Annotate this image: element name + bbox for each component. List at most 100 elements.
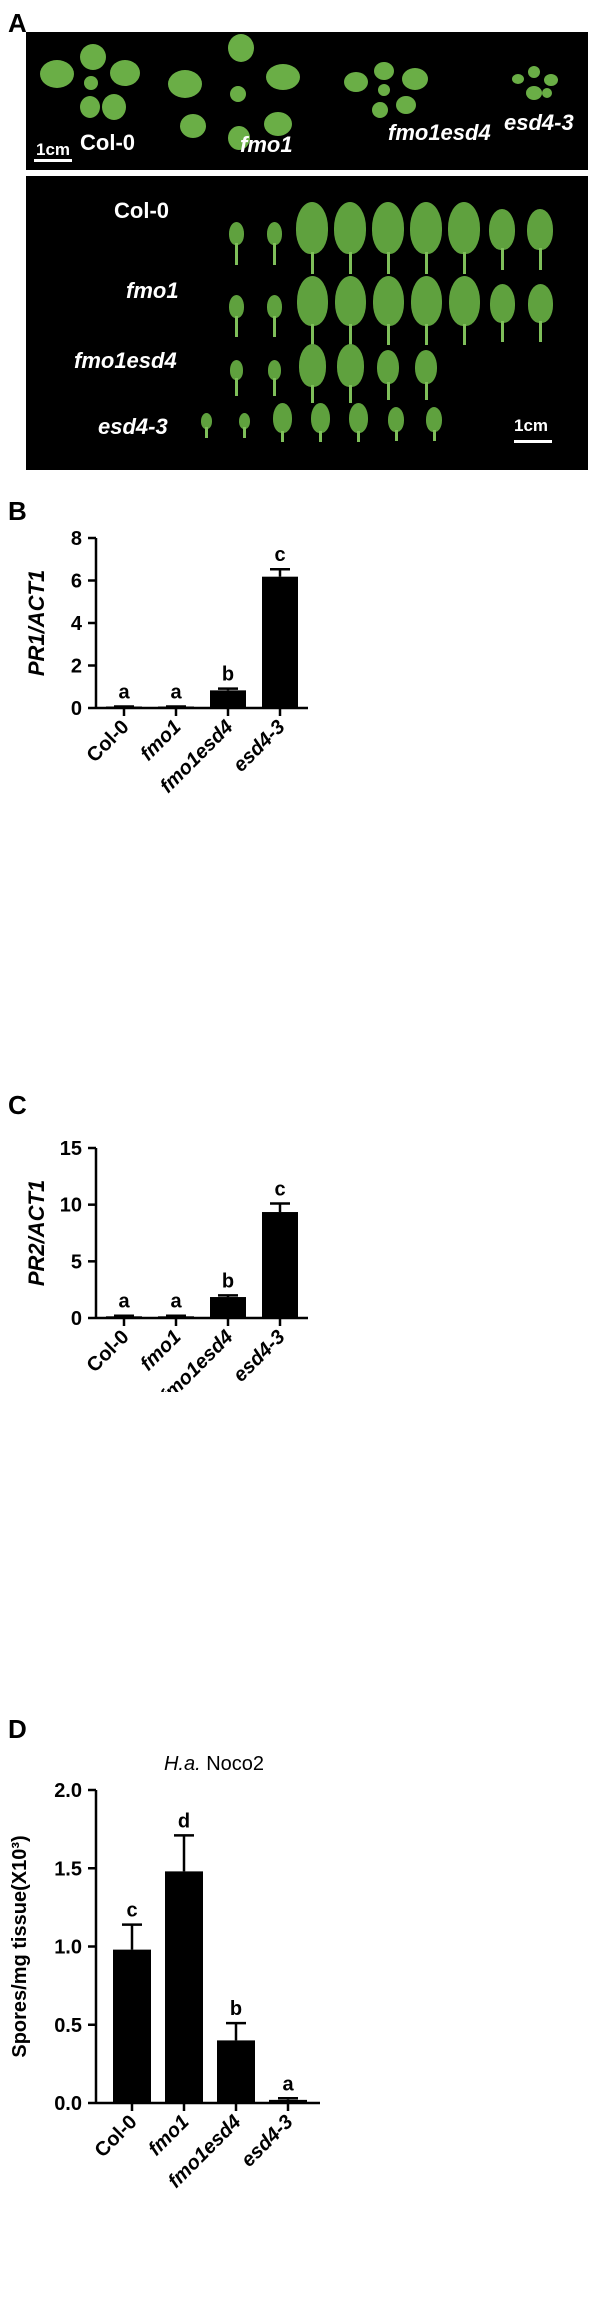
y-tick-label: 2.0 [54, 1780, 82, 1802]
panel-b-letter: B [8, 496, 27, 526]
significance-letter: d [178, 1810, 190, 1832]
y-tick-label: 6 [71, 571, 82, 593]
significance-letter: a [118, 1291, 130, 1313]
y-axis-label: PR2/ACT1 [24, 1180, 49, 1286]
leaf-petiole [425, 381, 428, 400]
detached-leaf [266, 295, 282, 319]
leaf-petiole [387, 381, 390, 400]
significance-letter: c [274, 1179, 285, 1201]
top-label-col0: Col-0 [80, 130, 135, 155]
detached-leaf [527, 209, 553, 251]
fmo1esd4-rosette [344, 62, 434, 132]
x-tick-label: Col-0 [91, 2111, 142, 2162]
leaf-petiole [273, 377, 276, 396]
y-tick-label: 5 [71, 1251, 82, 1273]
y-tick-label: 0.5 [54, 2015, 82, 2037]
detached-leaf [298, 343, 326, 387]
y-tick-label: 0.0 [54, 2093, 82, 2115]
detached-leaf [296, 276, 328, 327]
chart-spores: H.a. Noco2 0.0 0.5 1.0 1.5 2.0 Spores/mg tissu… [9, 1753, 320, 2193]
leaf-series-photo: Col-0 fmo1 fmo1esd4 esd4-3 1cm [26, 176, 588, 470]
leaf-petiole [425, 251, 428, 274]
significance-letter: a [170, 682, 182, 704]
x-tick-label: fmo1 [136, 716, 185, 765]
bar [262, 576, 298, 708]
significance-letter: a [170, 1291, 182, 1313]
detached-leaf [527, 284, 553, 324]
leaf-petiole [425, 324, 428, 346]
rosette-photo: 1cm Col-0 fmo1 fmo1esd4 esd4-3 [26, 32, 588, 170]
x-tick-label: Col-0 [83, 716, 134, 767]
detached-leaf [229, 359, 243, 380]
bar [262, 1212, 298, 1318]
y-tick-label: 10 [60, 1195, 82, 1217]
detached-leaf [415, 349, 437, 384]
bar [269, 2099, 307, 2103]
bar [106, 1316, 142, 1318]
x-tick-label: fmo1 [136, 1326, 185, 1375]
leaf-petiole [349, 251, 352, 274]
row-label-col0: Col-0 [114, 198, 169, 223]
bar [113, 1949, 151, 2103]
leaf-petiole [235, 242, 238, 265]
detached-leaf [410, 276, 442, 327]
leaf-petiole [319, 431, 322, 442]
top-label-esd43: esd4-3 [504, 110, 574, 135]
y-axis-label: PR1/ACT1 [24, 570, 49, 676]
leaf-petiole [501, 248, 504, 271]
x-tick-label: esd4-3 [237, 2111, 297, 2171]
leaf-petiole [349, 324, 352, 346]
detached-leaf [348, 403, 368, 433]
panel-c-letter: C [8, 1090, 27, 1120]
y-tick-label: 8 [71, 528, 82, 550]
y-tick-label: 1.5 [54, 1858, 82, 1880]
fmo1-rosette [166, 34, 306, 158]
leaf-petiole [463, 324, 466, 346]
y-tick-label: 0 [71, 1308, 82, 1330]
significance-letter: a [282, 2073, 294, 2095]
leaf-petiole [273, 316, 276, 338]
detached-leaf [266, 221, 282, 245]
top-label-fmo1esd4: fmo1esd4 [388, 120, 491, 145]
chart-title: H.a. Noco2 [164, 1753, 264, 1775]
x-tick-label: Col-0 [83, 1326, 134, 1377]
leaf-petiole [243, 426, 246, 438]
bar [165, 1871, 203, 2103]
leaf-petiole [235, 316, 238, 338]
detached-leaf [238, 412, 250, 429]
y-tick-label: 2 [71, 656, 82, 678]
col0-rosette [36, 42, 146, 142]
x-tick-label: esd4-3 [229, 716, 289, 776]
bar [210, 1297, 246, 1318]
bar [210, 690, 246, 708]
detached-leaf [272, 403, 292, 433]
y-tick-label: 15 [60, 1138, 82, 1160]
leaf-petiole [273, 242, 276, 265]
x-tick-label: esd4-3 [229, 1326, 289, 1386]
leaf-petiole [205, 426, 208, 438]
leaf-petiole [395, 429, 398, 441]
leaf-petiole [311, 324, 314, 346]
detached-leaf [334, 201, 366, 254]
y-tick-label: 1.0 [54, 1937, 82, 1959]
panel-d-letter: D [8, 1714, 27, 1744]
significance-letter: b [222, 664, 234, 686]
leaf-petiole [433, 429, 436, 441]
significance-letter: c [274, 544, 285, 566]
detached-leaf [372, 276, 404, 327]
detached-leaf [489, 209, 515, 251]
detached-leaf [228, 295, 244, 319]
detached-leaf [388, 406, 404, 432]
detached-leaf [372, 201, 404, 254]
row-label-esd43: esd4-3 [98, 414, 168, 439]
detached-leaf [448, 276, 480, 327]
leaf-petiole [235, 377, 238, 396]
detached-leaf [267, 359, 281, 380]
chart-pr2: 051015PR2/ACT1aCol-0afmo1bfmo1esd4cesd4-… [24, 1138, 308, 1392]
leaf-petiole [281, 431, 284, 442]
y-tick-label: 0 [71, 698, 82, 720]
x-tick-label: fmo1 [144, 2111, 193, 2160]
detached-leaf [336, 343, 364, 387]
leaf-petiole [357, 431, 360, 442]
